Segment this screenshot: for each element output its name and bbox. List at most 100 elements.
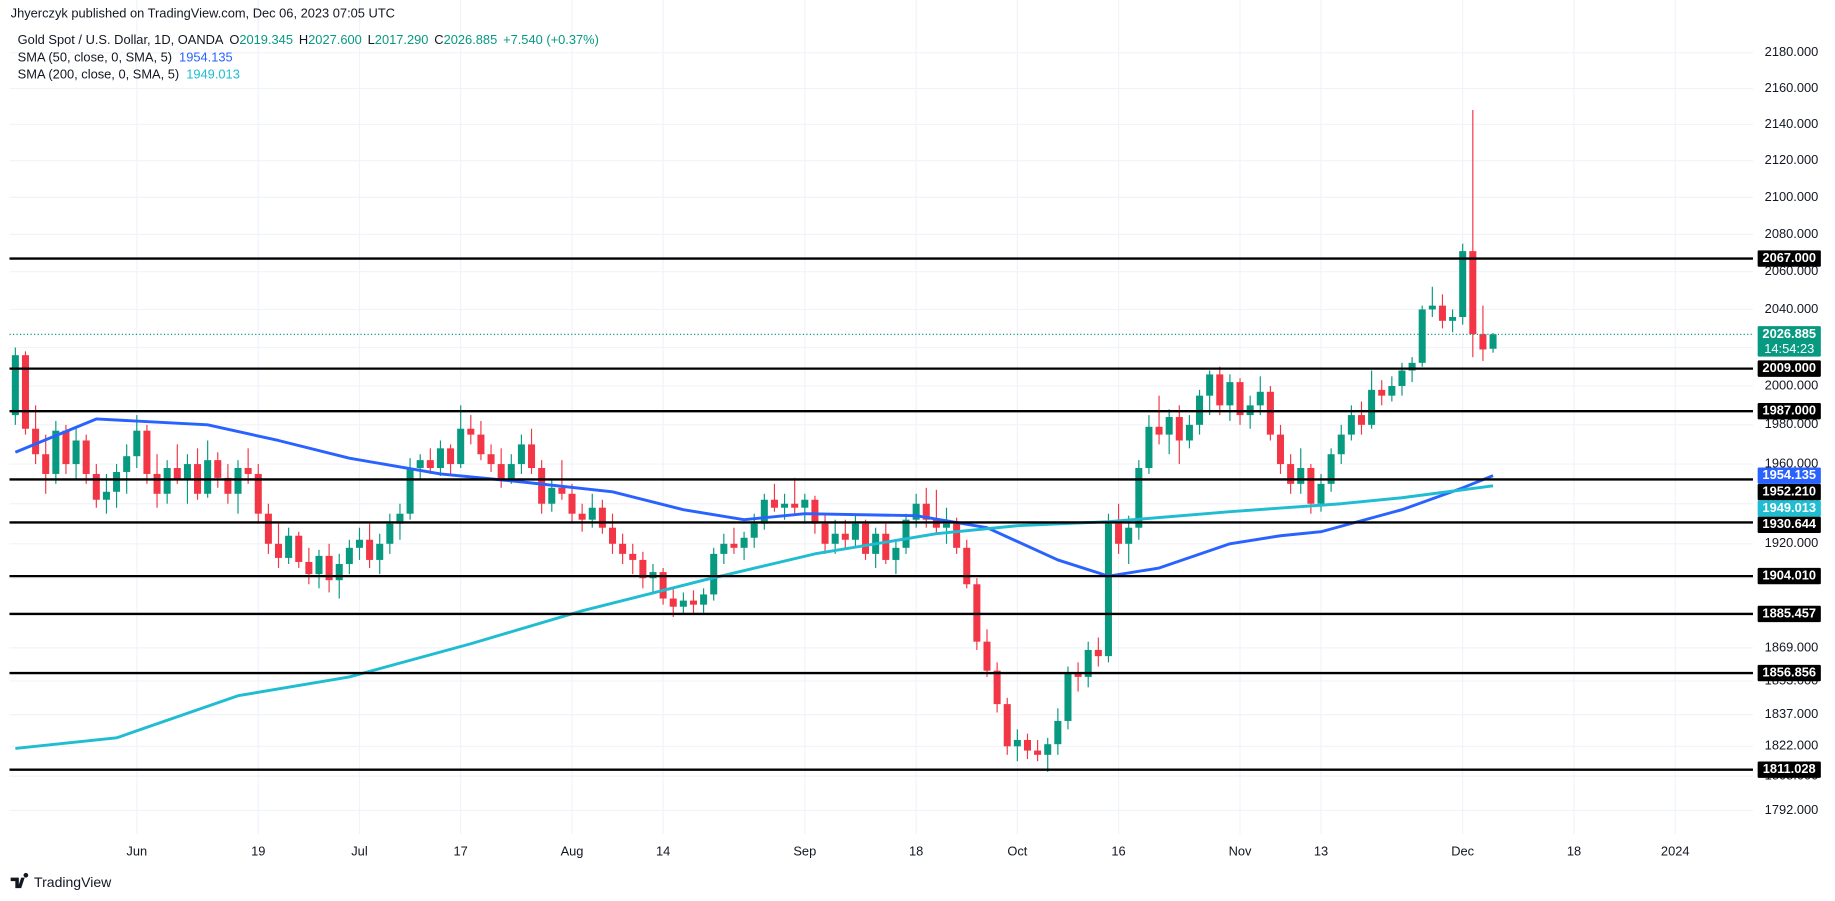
candle-body (234, 468, 242, 494)
candle-body (386, 523, 394, 544)
ohlc-value: 2027.600 (308, 32, 362, 47)
y-tick-label: 1869.000 (1765, 639, 1819, 654)
y-tick-label: 2180.000 (1765, 44, 1819, 59)
candle-body (457, 428, 465, 465)
x-tick-label: Nov (1229, 843, 1252, 858)
candle-body (548, 487, 556, 504)
candle-body (42, 454, 50, 474)
candle-body (426, 460, 434, 469)
candle-body (113, 471, 121, 492)
candle-body (183, 464, 191, 480)
candle-body (153, 473, 161, 494)
y-tick-label: 2120.000 (1765, 152, 1819, 167)
candle-body (102, 491, 110, 500)
ohlc-key: L (368, 32, 375, 47)
y-tick-label: 1960.000 (1765, 455, 1819, 470)
candle-body (487, 454, 495, 465)
symbol: Gold Spot / U.S. Dollar, 1D, OANDA (18, 32, 224, 47)
candle-body (619, 543, 627, 554)
candle-body (1115, 523, 1123, 544)
y-tick-label: 2060.000 (1765, 263, 1819, 278)
candle-body (983, 641, 991, 671)
y-tick-label: 2160.000 (1765, 80, 1819, 95)
sma-value: 1954.135 (179, 50, 233, 65)
candle-body (770, 499, 778, 508)
candle-body (679, 600, 687, 607)
candle-body (62, 430, 70, 465)
candle-body (1236, 382, 1244, 416)
candle-body (892, 547, 900, 560)
candle-body (447, 448, 455, 465)
candle-body (1469, 251, 1477, 335)
candle-body (1357, 415, 1365, 425)
price-label-box (1757, 326, 1821, 357)
plot (9, 110, 1753, 772)
countdown-label: 14:54:23 (1764, 341, 1814, 356)
price-label-box (1757, 516, 1821, 534)
y-tick-label: 1837.000 (1765, 706, 1819, 721)
price-label: 1987.000 (1762, 403, 1816, 418)
ohlc-value: 2019.345 (239, 32, 293, 47)
candle-body (993, 670, 1001, 705)
candle-body (851, 523, 859, 540)
candle-body (1155, 426, 1163, 435)
y-tick-label: 2040.000 (1765, 301, 1819, 316)
candle-body (841, 533, 849, 540)
footer-logo: TradingView (10, 872, 112, 890)
candle-body (862, 523, 870, 554)
candle-body (598, 507, 606, 528)
candle-body (1104, 523, 1112, 657)
price-axis: 1792.0001808.0001822.0001837.0001853.000… (1757, 44, 1821, 817)
candle-body (578, 513, 586, 520)
x-tick-label: 16 (1111, 843, 1125, 858)
candle-body (953, 523, 961, 548)
candle-body (1398, 370, 1406, 386)
candle-body (376, 543, 384, 560)
candle-body (528, 444, 536, 469)
candle-body (143, 430, 151, 474)
candle-body (1347, 415, 1355, 435)
candle-body (1084, 649, 1092, 677)
candle-body (1459, 251, 1467, 318)
symbol-legend: Gold Spot / U.S. Dollar, 1D, OANDA O2019.… (18, 32, 599, 47)
y-tick-label: 2100.000 (1765, 189, 1819, 204)
candle-body (1378, 389, 1386, 396)
footer-brand: TradingView (34, 874, 112, 890)
candle-body (1317, 483, 1325, 504)
candle-body (163, 468, 171, 494)
candle-body (1226, 382, 1234, 406)
candle-body (902, 519, 910, 548)
candle-body (295, 535, 303, 562)
candle-body (1003, 704, 1011, 747)
candle-body (1266, 391, 1274, 435)
candle-body (1185, 424, 1193, 441)
candle-body (1165, 417, 1173, 435)
price-label: 1954.135 (1762, 467, 1816, 482)
x-tick-label: Jul (351, 843, 367, 858)
candle-body (912, 503, 920, 520)
candle-body (1206, 374, 1214, 396)
sma-line (14, 417, 1494, 578)
candle-body (1428, 305, 1436, 310)
candle-body (1449, 317, 1457, 321)
candle-body (639, 559, 647, 579)
x-tick-label: Dec (1451, 843, 1474, 858)
price-label: 1885.457 (1762, 605, 1816, 620)
candle-body (21, 355, 29, 429)
price-label-box (1757, 567, 1821, 585)
price-label: 1952.210 (1762, 483, 1816, 498)
x-tick-label: 13 (1314, 843, 1328, 858)
candle-body (588, 507, 596, 520)
price-label: 1811.028 (1763, 761, 1816, 776)
candle-body (244, 468, 252, 474)
sma-name: SMA (50, close, 0, SMA, 5) (18, 50, 172, 65)
sma-name: SMA (200, close, 0, SMA, 5) (18, 67, 180, 82)
candle-body (558, 487, 566, 494)
price-label: 2009.000 (1762, 360, 1816, 375)
candle-body (335, 563, 343, 581)
candle-body (254, 473, 262, 514)
candle-body (1145, 426, 1153, 469)
candle-body (1044, 744, 1052, 755)
x-tick-label: 2024 (1661, 843, 1690, 858)
